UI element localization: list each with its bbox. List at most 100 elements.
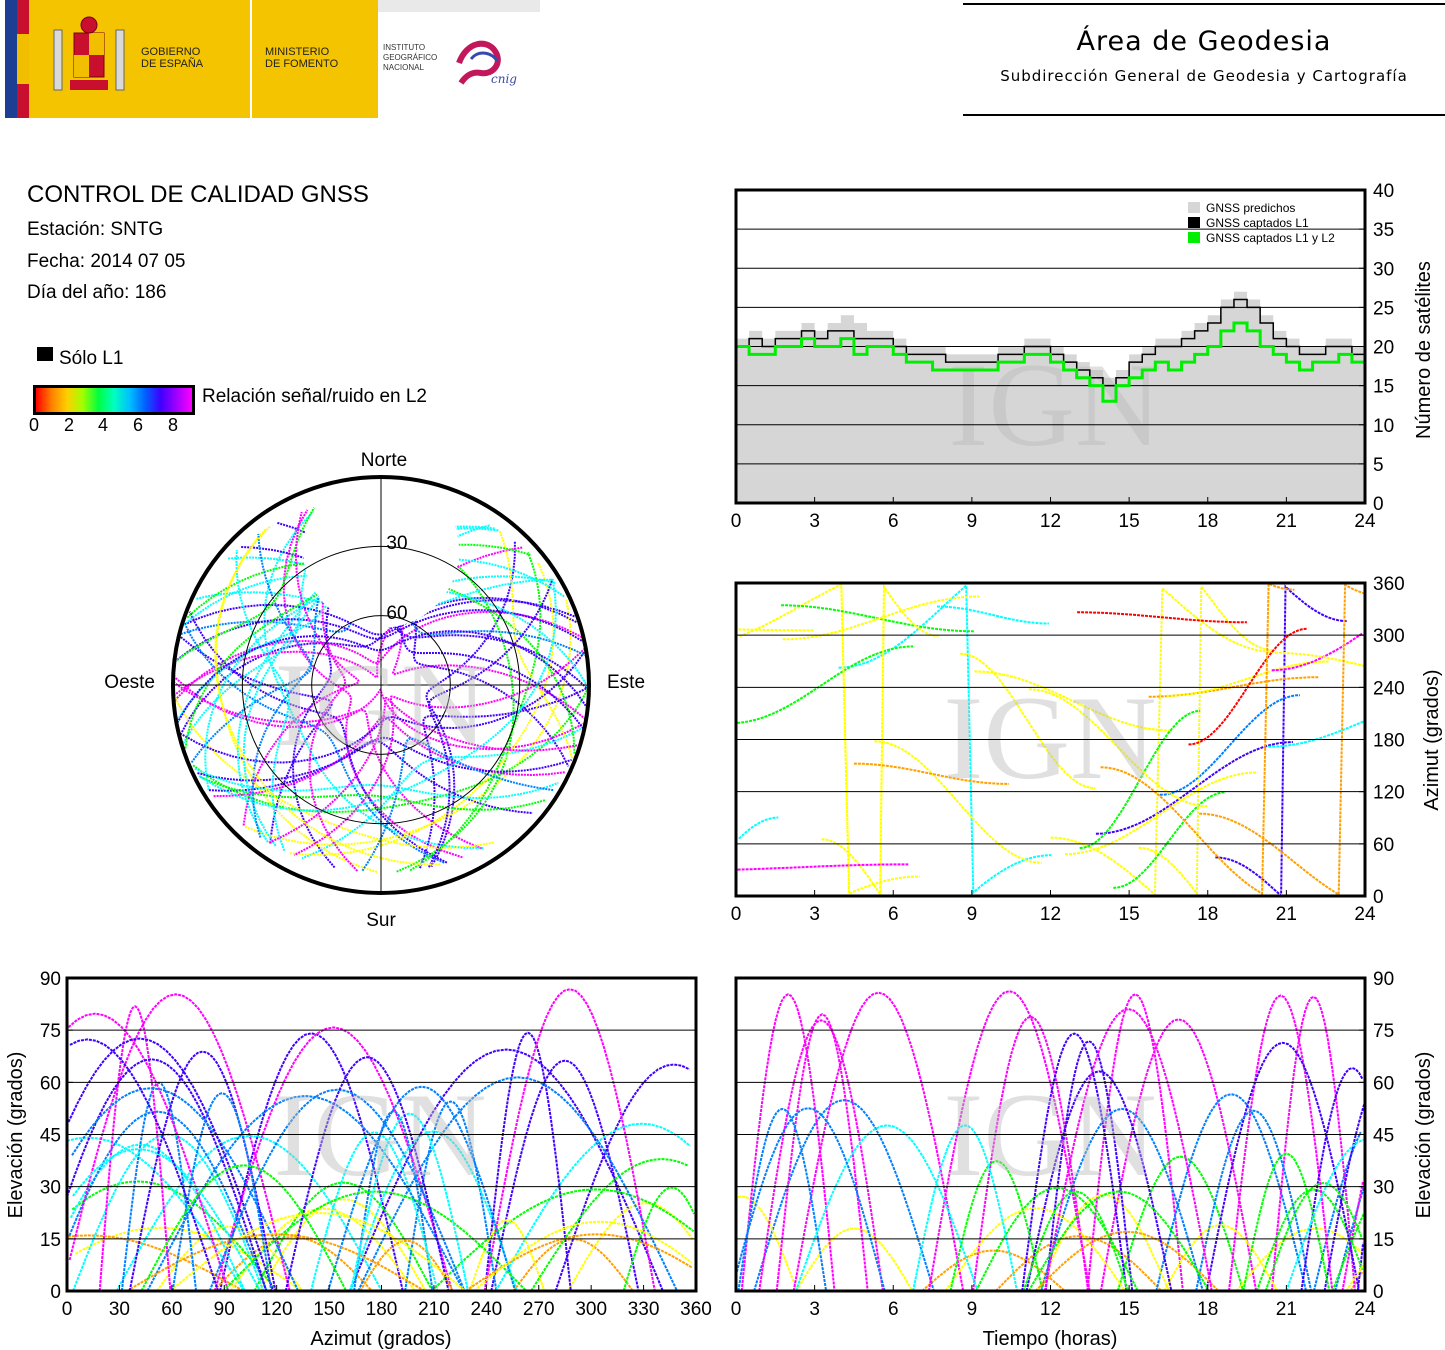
azimuth-track	[1199, 583, 1365, 897]
skyplot-track	[188, 611, 448, 864]
snr-colorbar	[33, 385, 195, 415]
et-xtick-label: 18	[1197, 1299, 1218, 1320]
elev-time-track	[912, 1124, 1018, 1292]
et-xtick-label: 21	[1276, 1299, 1297, 1320]
skyplot-track	[345, 499, 570, 767]
elev-time-track	[1040, 1107, 1204, 1292]
captured-l1-l2-line	[736, 321, 1365, 403]
elev-time-track	[1034, 1230, 1220, 1292]
elev-az-track	[567, 1202, 694, 1292]
elev-az-track	[431, 1188, 695, 1292]
header-top-bar	[378, 0, 540, 12]
azimuth-track	[737, 645, 914, 724]
elev-az-track	[68, 993, 291, 1292]
et-xtick-label: 12	[1040, 1299, 1061, 1320]
ea-xtick-label: 210	[418, 1299, 450, 1320]
legend-label: GNSS captados L1	[1206, 216, 1309, 230]
skyplot-track	[173, 610, 583, 703]
ea-xtick-label: 0	[62, 1299, 73, 1320]
elev-time-track	[795, 1227, 914, 1292]
et-xtick-label: 0	[731, 1299, 742, 1320]
skyplot-track	[427, 578, 554, 868]
elev-az-track	[284, 1056, 450, 1292]
az-ytick-label: 300	[1373, 626, 1405, 647]
ign-logo-box: INSTITUTO GEOGRÁFICO NACIONAL cnig	[378, 0, 540, 118]
elev-time-track	[795, 1124, 979, 1292]
et-ytick-label: 60	[1373, 1073, 1394, 1094]
skyplot-ring-label-30: 30	[386, 533, 407, 554]
skyplot-track	[308, 497, 390, 872]
sat-ytick-label: 5	[1373, 455, 1384, 476]
elev-time-track	[921, 1249, 1066, 1292]
ea-ytick-label: 15	[40, 1230, 61, 1251]
skyplot-west-label: Oeste	[104, 672, 155, 693]
elev-az-track	[353, 1110, 434, 1292]
ea-xtick-label: 30	[109, 1299, 130, 1320]
area-title: Área de Geodesia	[1076, 26, 1332, 57]
watermark-azimuth: IGN	[943, 671, 1156, 804]
sat-ytick-label: 10	[1373, 416, 1394, 437]
elev-az-track	[71, 1180, 278, 1292]
ea-ytick-label: 75	[40, 1021, 61, 1042]
ea-xtick-label: 180	[366, 1299, 398, 1320]
skyplot-track	[251, 497, 393, 838]
sat-ytick-label: 40	[1373, 181, 1394, 202]
elev-az-track	[213, 1026, 453, 1292]
elev-az-track	[253, 1181, 434, 1292]
captured-l1-line	[736, 298, 1365, 387]
snr-tick-2: 2	[64, 415, 75, 435]
az-ytick-label: 0	[1373, 887, 1384, 908]
ea-ytick-label: 30	[40, 1178, 61, 1199]
skyplot-track	[190, 533, 313, 763]
cnig-logo-icon: cnig	[456, 40, 517, 86]
elev-time-track	[1228, 994, 1334, 1292]
et-xtick-label: 9	[967, 1299, 978, 1320]
ea-ylabel: Elevación (grados)	[5, 1052, 27, 1219]
elev-time-track	[1205, 1041, 1361, 1292]
sat-xtick-label: 15	[1119, 511, 1140, 532]
skyplot-track	[199, 775, 546, 811]
sat-xtick-label: 9	[967, 511, 978, 532]
sat-xtick-label: 18	[1197, 511, 1218, 532]
elev-time-track	[1270, 995, 1356, 1292]
elev-az-track	[259, 1198, 427, 1292]
elev-time-track	[972, 1015, 1090, 1292]
azimuth-track	[738, 816, 779, 840]
elev-az-track	[554, 1063, 691, 1292]
azimuth-track	[738, 628, 815, 632]
az-ytick-label: 120	[1373, 783, 1405, 804]
elev-time-track	[1116, 1155, 1245, 1292]
skyplot-track	[425, 541, 516, 868]
elev-az-track	[348, 1130, 518, 1292]
sat-xtick-label: 12	[1040, 511, 1061, 532]
skyplot-track	[176, 630, 589, 724]
l1-only-label: Sólo L1	[59, 348, 124, 369]
skyplot-track	[197, 736, 572, 782]
elev-az-track	[115, 1134, 383, 1292]
l1-only-swatch	[37, 347, 53, 361]
elev-az-track	[310, 1131, 439, 1292]
skyplot-east-label: Este	[607, 672, 645, 693]
ea-xtick-label: 90	[214, 1299, 235, 1320]
elev-az-track	[359, 1239, 454, 1292]
spain-flag-strip	[5, 0, 29, 118]
watermark-top-right: IGN	[948, 338, 1161, 471]
elev-az-track	[468, 1219, 546, 1292]
ministry-line1: MINISTERIO	[265, 46, 330, 58]
skyplot-track	[172, 675, 586, 751]
az-xtick-label: 21	[1276, 904, 1297, 925]
gov-name-line1: GOBIERNO	[141, 46, 201, 58]
elev-time-track	[1331, 1213, 1365, 1292]
ea-xtick-label: 120	[261, 1299, 293, 1320]
elev-az-track	[530, 1157, 689, 1292]
skyplot-track	[183, 574, 590, 690]
azimuth-track	[853, 762, 1009, 785]
azimuth-track	[1215, 584, 1347, 898]
skyplot-track	[194, 767, 559, 800]
elev-az-track	[348, 1048, 664, 1292]
ea-xtick-label: 150	[313, 1299, 345, 1320]
snr-tick-8: 8	[168, 415, 179, 435]
skyplot-track	[498, 531, 574, 759]
government-logo-box: GOBIERNO DE ESPAÑA MINISTERIO DE FOMENTO	[29, 0, 378, 118]
snr-tick-0: 0	[29, 415, 40, 435]
